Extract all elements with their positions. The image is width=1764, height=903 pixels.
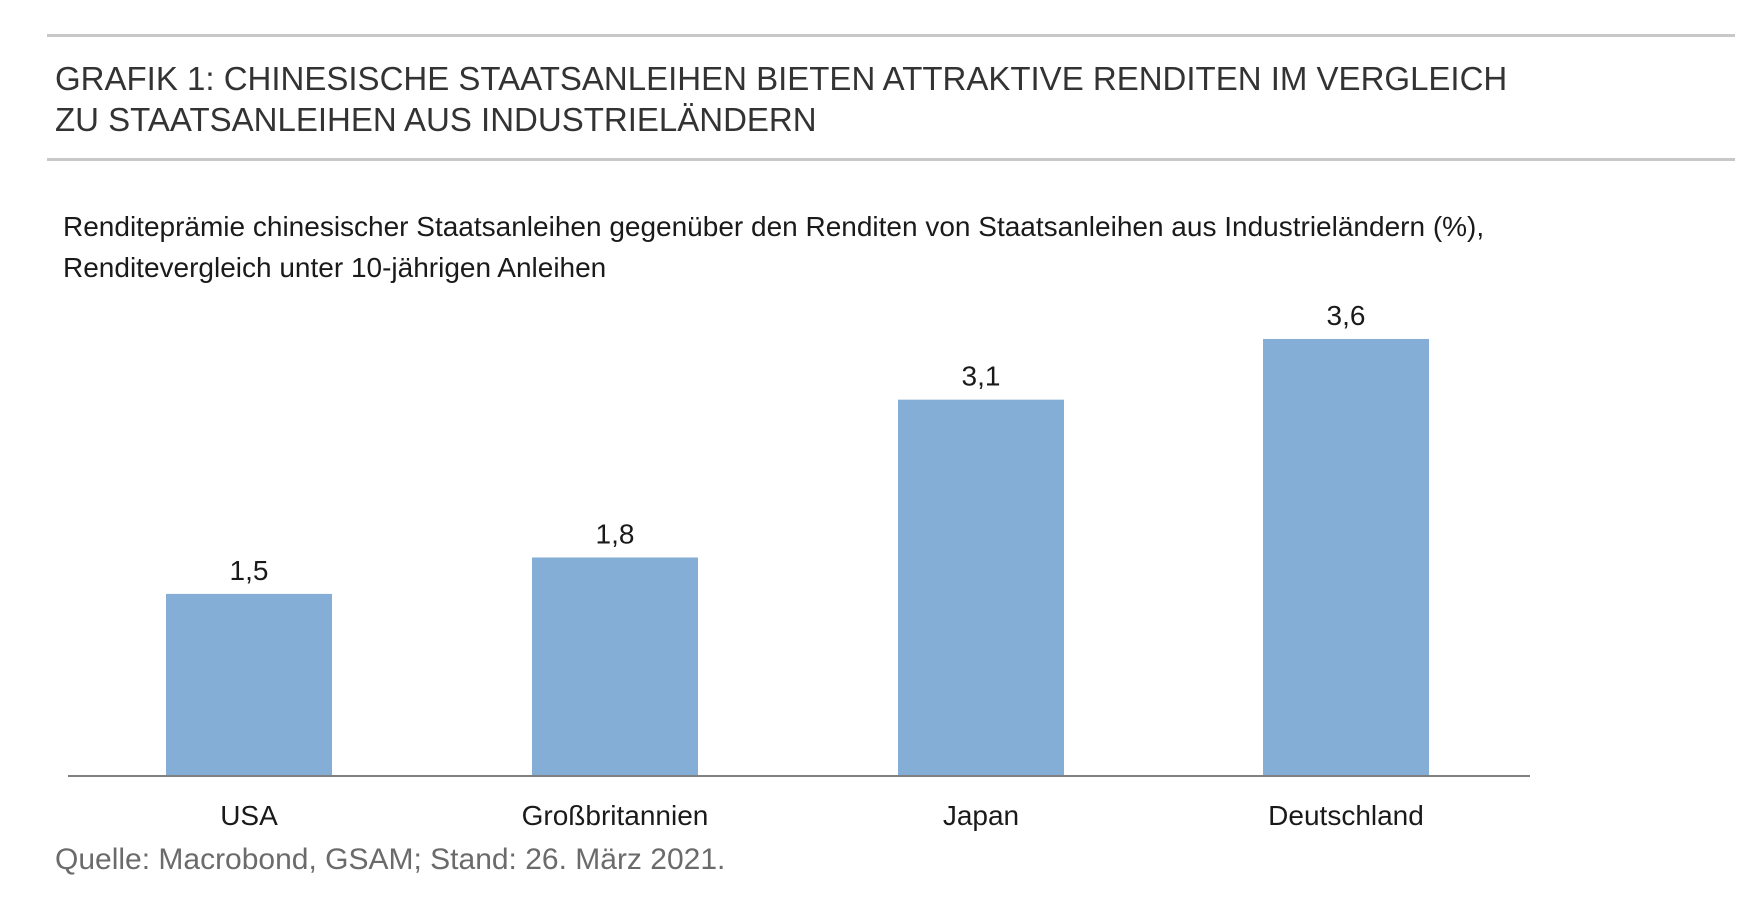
top-divider <box>47 34 1735 37</box>
value-label: 1,5 <box>230 555 269 586</box>
value-label: 3,6 <box>1327 300 1366 331</box>
chart-subtitle-line-2: Renditevergleich unter 10-jährigen Anlei… <box>63 252 606 283</box>
x-tick-label: Großbritannien <box>522 800 709 831</box>
x-tick-label: USA <box>220 800 278 831</box>
bar-usa <box>166 593 332 776</box>
chart-heading: GRAFIK 1: CHINESISCHE STAATSANLEIHEN BIE… <box>55 58 1735 140</box>
x-tick-label: Japan <box>943 800 1019 831</box>
bars-group <box>166 338 1429 776</box>
heading-line-2: ZU STAATSANLEIHEN AUS INDUSTRIELÄNDERN <box>55 101 817 138</box>
value-label: 3,1 <box>962 361 1001 392</box>
labels-group: 1,5 USA 1,8 Großbritannien 3,1 Japan 3,6 Deutsc… <box>220 300 1424 831</box>
bar-japan <box>898 399 1064 776</box>
value-label: 1,8 <box>596 518 635 549</box>
heading-line-1: GRAFIK 1: CHINESISCHE STAATSANLEIHEN BIE… <box>55 60 1508 97</box>
bar-deutschland <box>1263 338 1429 776</box>
bar-gro-britannien <box>532 557 698 776</box>
chart-subtitle-line-1: Renditeprämie chinesischer Staatsanleihe… <box>63 211 1484 242</box>
bottom-divider <box>47 158 1735 161</box>
source-note: Quelle: Macrobond, GSAM; Stand: 26. März… <box>55 843 726 876</box>
x-tick-label: Deutschland <box>1268 800 1424 831</box>
